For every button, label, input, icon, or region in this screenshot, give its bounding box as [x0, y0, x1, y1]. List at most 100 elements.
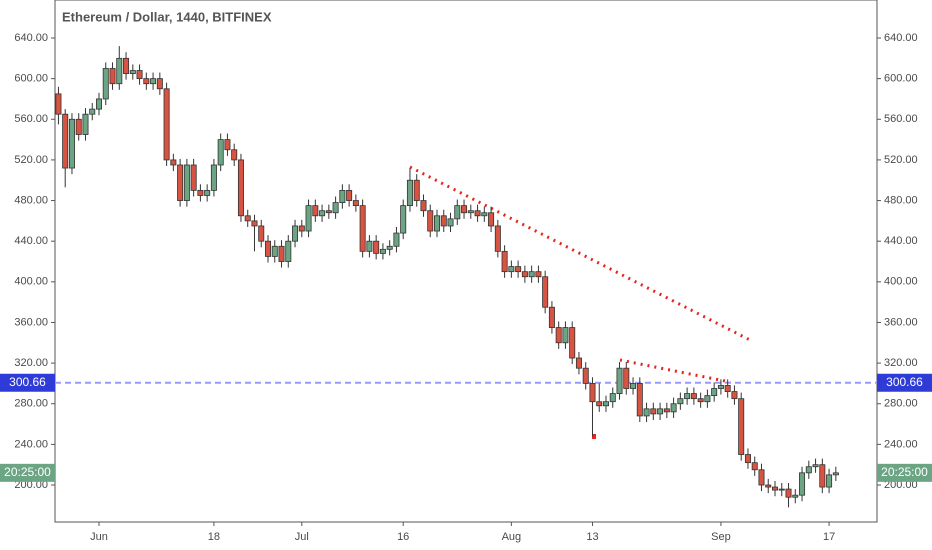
candle-body	[413, 179, 420, 201]
candle-body	[292, 225, 299, 242]
candle-body	[792, 494, 799, 498]
candle-body	[724, 385, 731, 392]
candle-body	[832, 472, 839, 476]
candle-body	[582, 367, 589, 384]
candle-body	[535, 271, 542, 278]
candle-body	[433, 215, 440, 232]
x-tick-label: 18	[208, 531, 220, 543]
candle-body	[616, 367, 623, 394]
candle-body	[136, 70, 143, 80]
candle-body	[711, 388, 718, 397]
candle-body	[278, 245, 285, 262]
candle-body	[717, 385, 724, 389]
candle-body	[224, 139, 231, 151]
y-tick-label: 280.00	[14, 398, 48, 410]
candle-body	[366, 240, 373, 252]
candle-body	[819, 464, 826, 488]
candle-body	[109, 68, 116, 85]
candle-body	[704, 395, 711, 403]
candle-body	[697, 398, 704, 403]
countdown-box	[0, 463, 55, 482]
candle-body	[501, 250, 508, 273]
candle-body	[231, 149, 238, 161]
y-tick-label: 600.00	[884, 73, 918, 85]
candle-body	[319, 210, 326, 217]
candle-body	[264, 240, 271, 257]
candle-body	[170, 159, 177, 166]
candle-body	[603, 401, 610, 407]
candle-body	[623, 367, 630, 389]
candle-body	[190, 164, 197, 191]
candle-body	[312, 205, 319, 217]
candle-body	[657, 408, 664, 415]
candle-body	[555, 327, 562, 344]
y-tick-label: 360.00	[884, 316, 918, 328]
candle-body	[731, 391, 738, 400]
candle-body	[197, 189, 204, 196]
candle-body	[677, 398, 684, 405]
marker	[592, 434, 596, 439]
y-tick-label: 320.00	[14, 357, 48, 369]
price-label: 300.66	[9, 375, 46, 389]
candle-body	[217, 139, 224, 166]
candle-body	[461, 205, 468, 214]
candle-body	[542, 276, 549, 308]
y-tick-label: 640.00	[884, 32, 918, 44]
candle-body	[596, 401, 603, 407]
trend-line	[409, 165, 751, 342]
price-label: 300.66	[886, 375, 923, 389]
candle-body	[805, 466, 812, 474]
y-tick-label: 240.00	[884, 438, 918, 450]
x-tick-label: Sep	[711, 531, 731, 543]
candle-body	[150, 78, 157, 85]
candle-body	[183, 164, 190, 201]
candle-body	[609, 393, 616, 403]
candle-body	[393, 232, 400, 247]
candle-body	[515, 266, 522, 273]
price-label-box	[0, 373, 55, 392]
y-tick-label: 280.00	[884, 398, 918, 410]
candle-body	[440, 215, 447, 227]
y-tick-label: 200.00	[14, 479, 48, 491]
candle-body	[765, 484, 772, 488]
candle-body	[96, 98, 103, 110]
y-tick-label: 480.00	[14, 194, 48, 206]
candle-body	[636, 383, 643, 417]
x-tick-label: 16	[397, 531, 409, 543]
x-tick-label: Aug	[502, 531, 522, 543]
candle-body	[420, 200, 427, 212]
candle-body	[210, 164, 217, 191]
y-tick-label: 440.00	[884, 235, 918, 247]
candle-body	[75, 118, 82, 135]
candle-body	[325, 210, 332, 214]
candle-body	[778, 488, 785, 491]
candle-body	[684, 393, 691, 400]
y-tick-label: 360.00	[14, 316, 48, 328]
candle-body	[481, 212, 488, 217]
x-tick-label: Jun	[90, 531, 108, 543]
y-tick-label: 520.00	[14, 154, 48, 166]
candle-body	[244, 215, 251, 222]
candle-body	[251, 220, 258, 227]
candle-body	[129, 70, 136, 74]
candle-body	[332, 202, 339, 214]
candle-body	[305, 205, 312, 232]
candle-body	[494, 225, 501, 252]
candle-body	[650, 408, 657, 415]
price-label-box	[877, 373, 932, 392]
countdown-label: 20:25:00	[881, 465, 928, 479]
candle-body	[400, 205, 407, 234]
y-tick-label: 400.00	[884, 276, 918, 288]
candle-body	[738, 398, 745, 455]
y-tick-label: 400.00	[14, 276, 48, 288]
trend-line	[619, 358, 731, 384]
candle-body	[406, 179, 413, 207]
candle-body	[663, 408, 670, 413]
x-tick-label: 17	[823, 531, 835, 543]
candle-body	[575, 357, 582, 369]
candle-body	[744, 454, 751, 464]
candle-body	[467, 210, 474, 214]
candle-body	[163, 88, 170, 161]
candle-body	[55, 93, 62, 115]
